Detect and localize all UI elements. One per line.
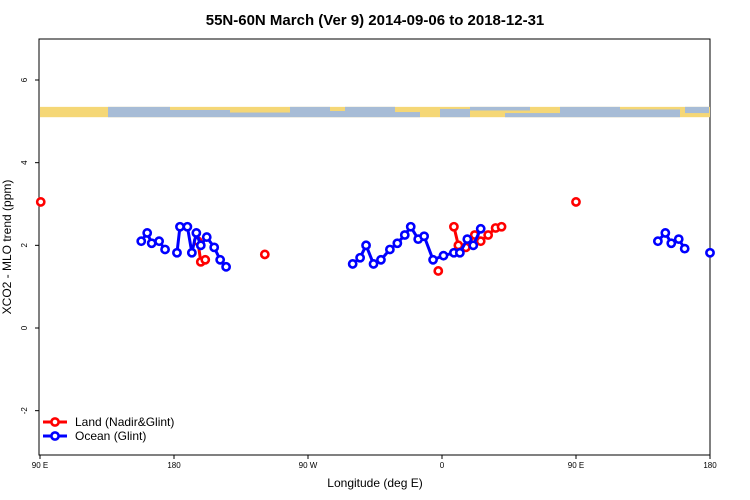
data-point bbox=[399, 230, 410, 240]
plot-frame bbox=[38, 38, 711, 456]
data-point bbox=[361, 240, 371, 251]
y-tick-label: 2 bbox=[20, 243, 29, 248]
data-point bbox=[449, 221, 459, 232]
map-strip-ocean bbox=[395, 112, 420, 118]
map-strip-ocean bbox=[345, 106, 395, 118]
map-strip-ocean bbox=[108, 106, 170, 118]
map-strip-ocean bbox=[560, 106, 620, 118]
map-strip-ocean bbox=[230, 112, 290, 118]
data-point bbox=[666, 238, 677, 249]
data-point bbox=[146, 238, 157, 249]
legend-label: Ocean (Glint) bbox=[75, 429, 146, 443]
data-point bbox=[454, 247, 465, 258]
data-point bbox=[405, 221, 416, 232]
x-tick-label: 180 bbox=[167, 461, 181, 470]
data-point bbox=[433, 266, 444, 276]
data-point bbox=[392, 238, 403, 249]
data-point bbox=[660, 228, 671, 238]
data-point bbox=[705, 247, 715, 258]
series-ocean bbox=[136, 221, 715, 272]
data-point bbox=[201, 232, 212, 242]
data-point bbox=[142, 228, 153, 238]
data-point bbox=[652, 236, 663, 247]
data-point bbox=[483, 230, 494, 240]
data-point bbox=[209, 242, 220, 253]
data-point bbox=[136, 236, 147, 247]
data-point bbox=[376, 254, 386, 265]
y-tick-label: -2 bbox=[20, 407, 29, 415]
y-tick-label: 6 bbox=[20, 77, 29, 82]
data-point bbox=[428, 254, 438, 265]
data-point bbox=[496, 221, 507, 232]
data-point bbox=[347, 259, 358, 269]
map-strip-ocean bbox=[330, 111, 345, 118]
data-point bbox=[475, 236, 486, 247]
map-strip-ocean bbox=[440, 108, 470, 118]
data-point bbox=[679, 243, 690, 254]
legend-marker bbox=[50, 431, 60, 441]
series-land bbox=[35, 197, 581, 276]
data-point bbox=[419, 231, 430, 242]
map-strip-ocean bbox=[290, 106, 330, 118]
data-point bbox=[571, 197, 581, 207]
x-tick-label: 0 bbox=[440, 461, 445, 470]
y-tick-label: 4 bbox=[20, 160, 29, 165]
x-tick-label: 90 E bbox=[32, 461, 48, 470]
world-map-strip bbox=[40, 106, 710, 118]
data-point bbox=[160, 244, 170, 255]
legend: Land (Nadir&Glint)Ocean (Glint) bbox=[43, 415, 174, 443]
map-strip-ocean bbox=[170, 109, 230, 118]
data-point bbox=[191, 228, 202, 238]
data-point bbox=[154, 236, 165, 247]
data-point bbox=[438, 250, 449, 261]
data-point bbox=[468, 240, 479, 251]
data-point bbox=[673, 234, 684, 245]
data-point bbox=[368, 259, 379, 269]
data-point bbox=[462, 234, 473, 245]
map-strip-ocean bbox=[470, 106, 530, 111]
legend-marker bbox=[50, 417, 60, 427]
data-point bbox=[35, 197, 46, 207]
x-tick-label: 90 E bbox=[568, 461, 584, 470]
data-point bbox=[200, 254, 211, 265]
data-point bbox=[355, 252, 366, 263]
map-strip-ocean bbox=[505, 113, 560, 118]
data-point bbox=[172, 247, 182, 258]
legend-label: Land (Nadir&Glint) bbox=[75, 415, 174, 429]
y-axis: -2 0 2 4 6 bbox=[20, 77, 39, 414]
data-point bbox=[221, 261, 232, 272]
x-axis: 90 E 180 90 W 0 90 E 180 bbox=[32, 455, 717, 470]
data-point bbox=[259, 249, 270, 260]
data-point bbox=[384, 244, 395, 255]
x-axis-title: Longitude (deg E) bbox=[327, 476, 422, 490]
data-point bbox=[475, 223, 486, 234]
series-layer bbox=[35, 197, 715, 276]
x-tick-label: 180 bbox=[703, 461, 717, 470]
data-point bbox=[186, 247, 197, 258]
data-point bbox=[175, 221, 185, 232]
map-strip-ocean bbox=[620, 109, 680, 118]
map-strip-ocean bbox=[685, 106, 709, 114]
x-tick-label: 90 W bbox=[299, 461, 318, 470]
data-point bbox=[195, 240, 206, 251]
y-tick-label: 0 bbox=[20, 325, 29, 330]
y-axis-title: XCO2 - MLO trend (ppm) bbox=[0, 180, 14, 315]
data-point bbox=[182, 221, 193, 232]
data-point bbox=[215, 254, 226, 265]
chart-title: 55N-60N March (Ver 9) 2014-09-06 to 2018… bbox=[206, 12, 545, 29]
